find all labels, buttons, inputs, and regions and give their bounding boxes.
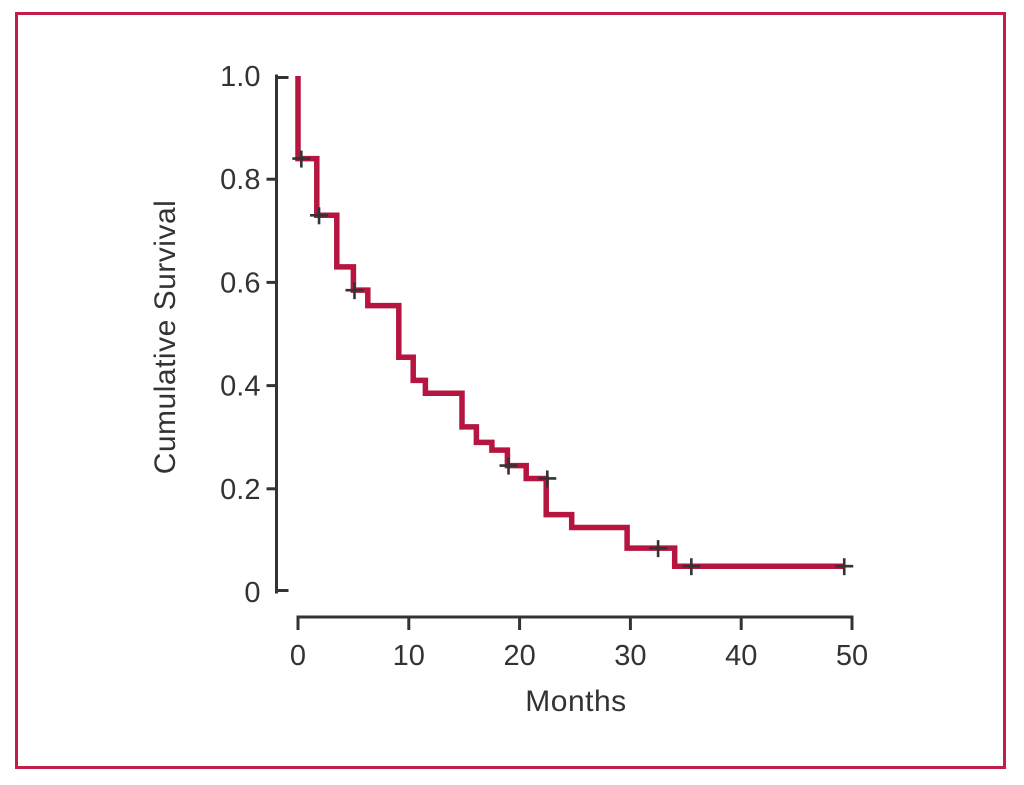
x-axis-title: Months [525,685,627,718]
y-tick-label: 0.4 [220,371,260,403]
x-tick-label: 0 [290,640,306,672]
y-tick-label: 0 [244,577,260,609]
y-tick-label: 0.8 [220,164,260,196]
y-tick-label: 0.2 [220,474,260,506]
x-tick-label: 30 [614,640,646,672]
x-tick-label: 50 [836,640,868,672]
y-tick-label: 1.0 [220,61,260,93]
figure-border-frame [15,12,1006,769]
survival-curve [295,76,845,569]
y-tick-label: 0.6 [220,267,260,299]
y-axis-title: Cumulative Survival [149,199,182,475]
x-tick-label: 20 [503,640,535,672]
x-tick-label: 40 [725,640,757,672]
x-tick-label: 10 [393,640,425,672]
